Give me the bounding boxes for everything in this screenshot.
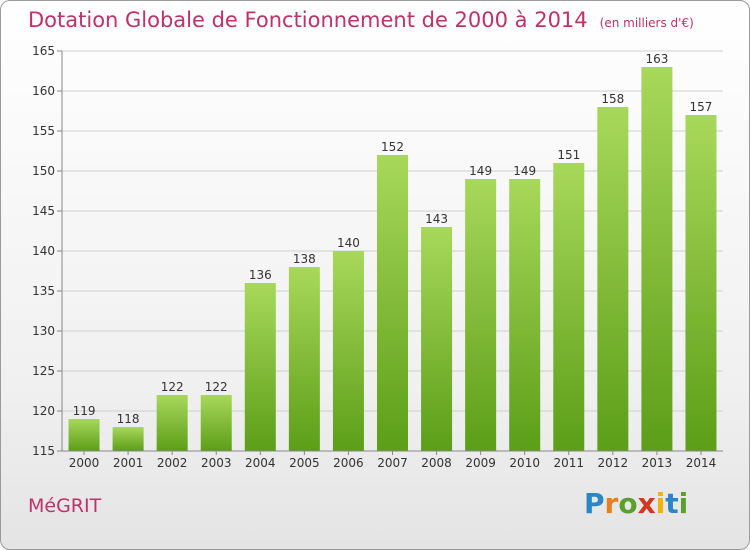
- bar: [421, 227, 453, 451]
- y-tick-label: 130: [32, 324, 55, 338]
- bar: [553, 163, 585, 451]
- bar: [112, 427, 144, 451]
- y-tick-label: 165: [32, 44, 55, 58]
- x-tick-label: 2006: [333, 456, 364, 470]
- x-tick-label: 2003: [201, 456, 232, 470]
- data-label: 122: [161, 380, 184, 394]
- data-label: 118: [117, 412, 140, 426]
- y-tick-label: 125: [32, 364, 55, 378]
- bar: [332, 251, 364, 451]
- data-label: 143: [425, 212, 448, 226]
- data-label: 140: [337, 236, 360, 250]
- chart-title: Dotation Globale de Fonctionnement de 20…: [28, 8, 588, 32]
- bar: [509, 179, 541, 451]
- x-tick-label: 2002: [157, 456, 188, 470]
- x-tick-label: 2007: [377, 456, 408, 470]
- data-label: 152: [381, 140, 404, 154]
- data-label: 122: [205, 380, 228, 394]
- x-tick-label: 2009: [465, 456, 496, 470]
- y-tick-label: 120: [32, 404, 55, 418]
- bar: [68, 419, 100, 451]
- x-tick-label: 2011: [553, 456, 584, 470]
- y-tick-label: 145: [32, 204, 55, 218]
- y-tick-label: 135: [32, 284, 55, 298]
- bar: [597, 107, 629, 451]
- bar: [377, 155, 408, 451]
- chart-unit: (en milliers d'€): [599, 16, 694, 30]
- x-tick-label: 2001: [113, 456, 144, 470]
- x-tick-label: 2013: [642, 456, 673, 470]
- x-tick-label: 2014: [686, 456, 717, 470]
- x-tick-label: 2008: [421, 456, 452, 470]
- data-label: 119: [73, 404, 96, 418]
- commune-name: MéGRIT: [28, 495, 102, 517]
- data-label: 149: [513, 164, 536, 178]
- proxiti-logo: Proxiti: [584, 487, 689, 520]
- data-label: 151: [557, 148, 580, 162]
- data-label: 157: [690, 100, 713, 114]
- data-label: 149: [469, 164, 492, 178]
- bar: [244, 283, 276, 451]
- data-label: 136: [249, 268, 272, 282]
- bar: [156, 395, 188, 451]
- y-tick-label: 115: [32, 444, 55, 458]
- data-label: 163: [645, 52, 668, 66]
- y-tick-label: 155: [32, 124, 55, 138]
- x-tick-label: 2004: [245, 456, 276, 470]
- y-tick-label: 140: [32, 244, 55, 258]
- bar: [641, 67, 673, 451]
- x-tick-label: 2000: [69, 456, 100, 470]
- y-tick-label: 160: [32, 84, 55, 98]
- title-row: Dotation Globale de Fonctionnement de 20…: [28, 8, 694, 32]
- bar: [465, 179, 497, 451]
- bar: [685, 115, 717, 451]
- x-tick-label: 2012: [598, 456, 629, 470]
- bar: [288, 267, 320, 451]
- x-tick-label: 2005: [289, 456, 320, 470]
- x-tick-label: 2010: [509, 456, 540, 470]
- data-label: 158: [601, 92, 624, 106]
- y-tick-label: 150: [32, 164, 55, 178]
- bar: [200, 395, 232, 451]
- data-label: 138: [293, 252, 316, 266]
